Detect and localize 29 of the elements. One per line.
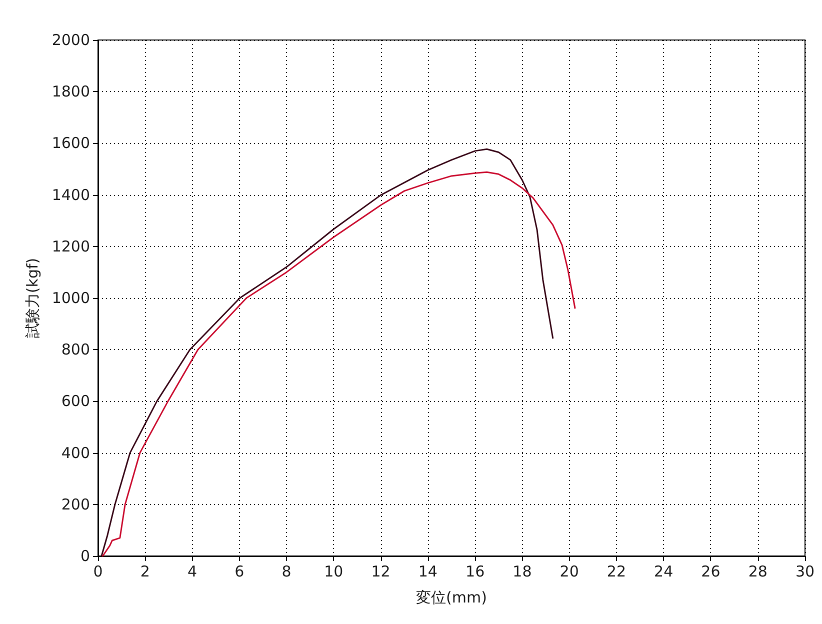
x-tick-label: 24	[654, 562, 674, 580]
x-tick-label: 10	[324, 562, 344, 580]
y-tick-label: 400	[61, 444, 90, 462]
y-tick-label: 1800	[52, 82, 90, 101]
y-tick-label: 1200	[52, 237, 90, 256]
y-tick-label: 1600	[52, 134, 90, 152]
x-tick-label: 0	[93, 562, 103, 580]
y-axis-title: 試験力(kgf)	[24, 258, 42, 338]
y-tick-label: 2000	[52, 31, 90, 49]
x-tick-label: 4	[187, 562, 198, 580]
x-tick-label: 30	[795, 562, 815, 580]
x-tick-label: 22	[606, 562, 626, 580]
x-tick-label: 14	[418, 562, 438, 580]
y-tick-label: 1000	[52, 289, 90, 307]
x-tick-label: 12	[371, 562, 390, 580]
x-tick-label: 6	[234, 562, 244, 580]
x-tick-label: 18	[512, 562, 532, 580]
y-tick-label: 1400	[52, 186, 90, 204]
x-tick-label: 20	[560, 562, 579, 580]
x-tick-label: 28	[748, 562, 768, 580]
x-axis-title: 変位(mm)	[416, 588, 487, 606]
y-tick-label: 200	[61, 495, 90, 514]
x-tick-label: 16	[466, 562, 485, 580]
y-tick-label: 800	[61, 340, 90, 359]
y-tick-label: 0	[80, 547, 90, 565]
y-tick-label: 600	[61, 392, 90, 410]
x-tick-label: 2	[140, 562, 150, 580]
x-tick-label: 8	[282, 562, 292, 580]
x-tick-label: 26	[701, 562, 720, 580]
